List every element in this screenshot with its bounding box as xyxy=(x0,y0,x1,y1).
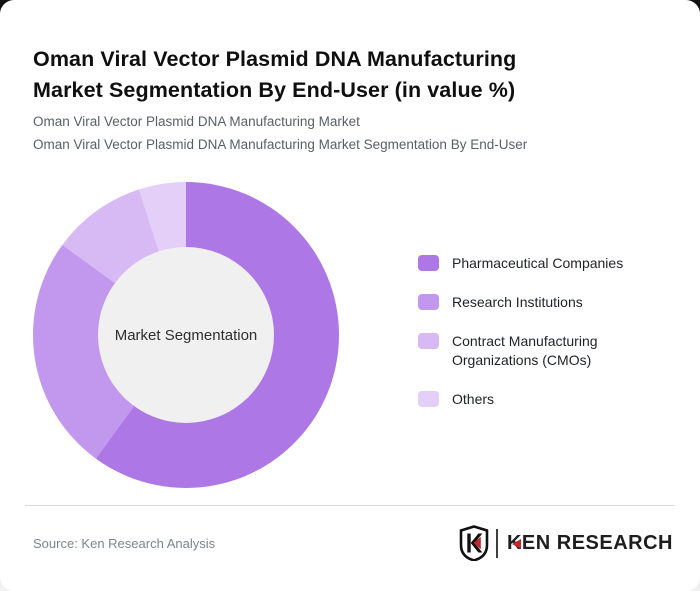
subtitle-line-2: Oman Viral Vector Plasmid DNA Manufactur… xyxy=(33,137,528,152)
legend-label: Others xyxy=(452,391,495,407)
legend-swatch-icon xyxy=(418,294,439,310)
page-title-line-2: Market Segmentation By End-User (in valu… xyxy=(33,78,516,103)
page-title: Oman Viral Vector Plasmid DNA Manufactur… xyxy=(33,44,633,106)
page-title-line-1: Oman Viral Vector Plasmid DNA Manufactur… xyxy=(33,47,517,72)
donut-center-label: Market Segmentation xyxy=(114,326,258,344)
legend-item-others: Others xyxy=(418,390,657,409)
wordmark-red-triangle-icon xyxy=(511,539,521,549)
subtitle-line-1: Oman Viral Vector Plasmid DNA Manufactur… xyxy=(33,114,360,129)
footer-divider xyxy=(25,505,675,506)
source-text: Source: Ken Research Analysis xyxy=(33,536,216,551)
legend-item-research-institutions: Research Institutions xyxy=(418,293,657,312)
legend-item-pharmaceutical-companies: Pharmaceutical Companies xyxy=(418,254,657,273)
ken-research-shield-icon xyxy=(459,525,489,561)
legend-label: Contract Manufacturing Organizations (CM… xyxy=(452,333,598,368)
chart-legend: Pharmaceutical Companies Research Instit… xyxy=(418,254,657,409)
ken-research-wordmark: K EN RESEARCH xyxy=(507,532,673,555)
legend-item-cmos: Contract Manufacturing Organizations (CM… xyxy=(418,332,657,370)
legend-swatch-icon xyxy=(418,255,439,271)
ken-research-logo: K EN RESEARCH xyxy=(459,523,673,563)
subtitle-block: Oman Viral Vector Plasmid DNA Manufactur… xyxy=(33,110,673,156)
logo-separator xyxy=(495,528,498,558)
legend-swatch-icon xyxy=(418,391,439,407)
legend-swatch-icon xyxy=(418,333,439,349)
wordmark-rest: EN RESEARCH xyxy=(521,531,673,554)
legend-label: Pharmaceutical Companies xyxy=(452,255,624,271)
donut-hole: Market Segmentation xyxy=(98,247,274,423)
legend-label: Research Institutions xyxy=(452,294,583,310)
donut-chart: Market Segmentation xyxy=(33,182,339,488)
